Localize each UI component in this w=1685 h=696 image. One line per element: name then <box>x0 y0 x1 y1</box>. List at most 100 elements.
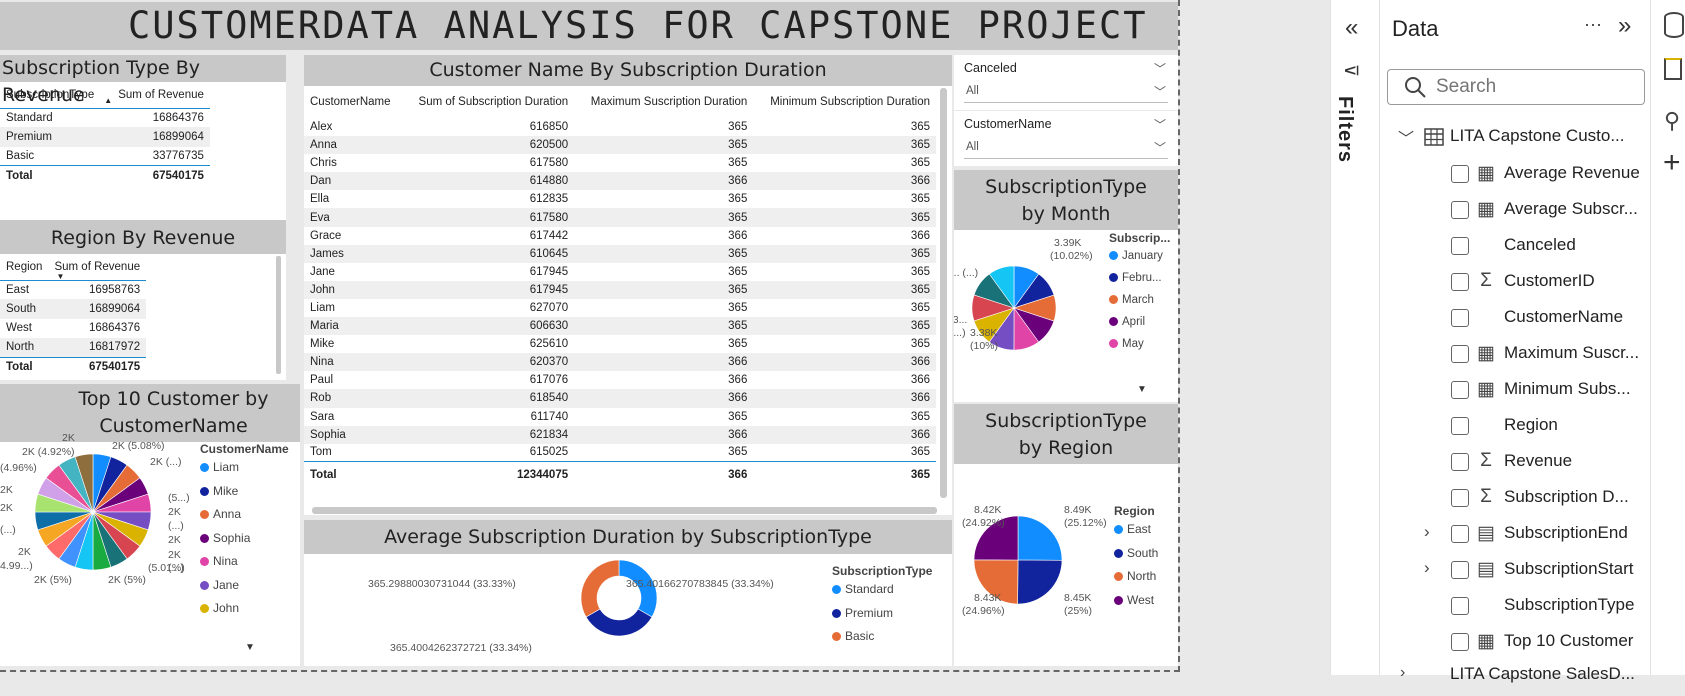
field-subscriptiontype[interactable]: SubscriptionType <box>1380 588 1650 624</box>
search-input[interactable] <box>1436 75 1636 99</box>
chevron-down-icon[interactable]: ﹀ <box>1153 62 1166 76</box>
table-row[interactable]: Mike 625610 365 365 <box>304 335 936 353</box>
table-node[interactable]: › LITA Capstone SalesD... <box>1380 660 1650 696</box>
field-average-subscr[interactable]: ▦ Average Subscr... <box>1380 192 1650 228</box>
legend-item[interactable]: Mike <box>200 480 289 504</box>
data-pane[interactable]: Data ··· » ﹀ LITA Capstone Custo... ▦ Ave… <box>1380 0 1650 683</box>
table-row[interactable]: Maria 606630 365 365 <box>304 317 936 336</box>
field-checkbox[interactable] <box>1451 453 1469 471</box>
chevron-right-icon[interactable]: › <box>1424 522 1430 541</box>
search-box[interactable] <box>1387 69 1645 105</box>
legend-item[interactable]: Nina <box>200 550 289 574</box>
column-header[interactable]: CustomerName <box>310 96 391 108</box>
canceled-slicer[interactable]: Canceled ﹀ All ﹀ <box>954 55 1178 110</box>
sort-arrow-icon[interactable]: ▼ <box>56 272 65 281</box>
region-revenue-table[interactable]: Region Sum of Revenue ▼ East 16958763 South 16… <box>0 254 147 377</box>
legend-item[interactable]: Febru... <box>1109 267 1170 289</box>
collapse-filters-icon[interactable]: « <box>1345 14 1359 41</box>
expand-pane-icon[interactable]: » <box>1618 12 1632 39</box>
table-row[interactable]: Jane 617945 365 365 <box>304 263 936 281</box>
field-top-10-customer[interactable]: ▦ Top 10 Customer <box>1380 624 1650 660</box>
column-header[interactable]: Sum of Revenue ▲ <box>100 82 210 109</box>
legend-item[interactable]: Basic <box>832 625 932 649</box>
field-checkbox[interactable] <box>1451 237 1469 255</box>
table-row[interactable]: Tom 615025 365 365 <box>304 444 936 462</box>
duration-table-card[interactable]: Customer Name By Subscription Duration C… <box>304 55 952 515</box>
legend-item[interactable]: West <box>1114 589 1158 613</box>
month-pie-card[interactable]: SubscriptionType by Month Subscrip... Ja… <box>954 170 1178 402</box>
table-row[interactable]: Ella 612835 365 365 <box>304 190 936 208</box>
legend-item[interactable]: Anna <box>200 503 289 527</box>
table-row[interactable]: John 617945 365 365 <box>304 280 936 299</box>
table-row[interactable]: Sara 611740 365 365 <box>304 408 936 426</box>
legend-item[interactable]: Standard <box>832 578 932 602</box>
legend-item[interactable]: March <box>1109 289 1170 311</box>
column-header[interactable]: Sum of Subscription Duration <box>418 96 569 108</box>
field-checkbox[interactable] <box>1451 561 1469 579</box>
legend-item[interactable]: Premium <box>832 602 932 626</box>
chevron-right-icon[interactable]: › <box>1424 558 1430 577</box>
field-checkbox[interactable] <box>1451 165 1469 183</box>
table-row[interactable]: Alex 616850 365 365 <box>304 118 936 136</box>
table-row[interactable]: Premium 16899064 <box>0 127 210 147</box>
pie-slice[interactable] <box>74 453 94 513</box>
table-row[interactable]: Chris 617580 365 365 <box>304 154 936 172</box>
field-checkbox[interactable] <box>1451 417 1469 435</box>
top10-pie-chart[interactable] <box>0 442 300 666</box>
legend-item[interactable]: South <box>1114 542 1158 566</box>
horizontal-scrollbar[interactable] <box>312 507 937 514</box>
slicer-dropdown[interactable]: All ﹀ <box>964 79 1168 103</box>
column-header[interactable]: Sum of Revenue ▼ <box>48 254 147 281</box>
chevron-right-icon[interactable]: › <box>1400 664 1406 681</box>
subscription-revenue-table-card[interactable]: Subscription Type By Revenue Subscriptio… <box>0 55 286 220</box>
table-row[interactable]: Sophia 621834 366 366 <box>304 425 936 444</box>
pie-slice[interactable] <box>1017 515 1063 561</box>
field-customerid[interactable]: Σ CustomerID <box>1380 264 1650 300</box>
legend-item[interactable]: Jane <box>200 574 289 598</box>
column-header[interactable]: Maximum Suscription Duration <box>590 96 748 108</box>
legend-item[interactable]: East <box>1114 518 1158 542</box>
table-row[interactable]: Standard 16864376 <box>0 108 210 127</box>
field-average-revenue[interactable]: ▦ Average Revenue <box>1380 156 1650 192</box>
chevron-down-icon[interactable]: ﹀ <box>1153 118 1166 132</box>
legend-item[interactable]: January <box>1109 245 1170 267</box>
filters-pane[interactable]: « ⊽ Filters <box>1330 0 1380 675</box>
field-customername[interactable]: CustomerName <box>1380 300 1650 336</box>
legend-item[interactable]: May <box>1109 333 1170 355</box>
table-row[interactable]: South 16899064 <box>0 299 147 319</box>
table-node[interactable]: ﹀ LITA Capstone Custo... <box>1380 119 1650 155</box>
table-row[interactable]: Grace 617442 366 366 <box>304 227 936 245</box>
filters-label[interactable]: Filters <box>1334 96 1356 164</box>
table-row[interactable]: Rob 618540 366 366 <box>304 389 936 408</box>
table-row[interactable]: East 16958763 <box>0 280 146 299</box>
table-row[interactable]: Eva 617580 365 365 <box>304 208 936 227</box>
column-header[interactable]: Region <box>0 254 49 281</box>
table-row[interactable]: Nina 620370 366 366 <box>304 353 936 372</box>
chevron-down-icon[interactable]: ﹀ <box>1398 131 1415 148</box>
field-revenue[interactable]: Σ Revenue <box>1380 444 1650 480</box>
legend-item[interactable]: John <box>200 597 289 621</box>
table-row[interactable]: West 16864376 <box>0 319 146 338</box>
pie-slice[interactable] <box>973 559 1019 605</box>
pie-slice[interactable] <box>1017 559 1063 605</box>
field-subscriptionend[interactable]: › ▤ SubscriptionEnd <box>1380 516 1650 552</box>
format-icon[interactable] <box>1664 58 1682 80</box>
region-pie-card[interactable]: SubscriptionType by Region Region East So… <box>954 404 1178 666</box>
column-header[interactable]: Minimum Subscription Duration <box>770 96 930 108</box>
top10-customer-pie-card[interactable]: Top 10 Customer by CustomerName Customer… <box>0 384 300 666</box>
month-pie-chart[interactable] <box>954 230 1178 402</box>
field-checkbox[interactable] <box>1451 633 1469 651</box>
field-canceled[interactable]: Canceled <box>1380 228 1650 264</box>
scrollbar[interactable] <box>276 256 281 374</box>
legend-scroll-down-icon[interactable]: ▼ <box>1137 384 1147 395</box>
database-icon[interactable] <box>1664 12 1684 38</box>
slicer-dropdown[interactable]: All ﹀ <box>964 135 1168 159</box>
analytics-icon[interactable]: ⚲ <box>1664 108 1681 133</box>
field-maximum-suscr[interactable]: ▦ Maximum Suscr... <box>1380 336 1650 372</box>
duration-table[interactable]: CustomerName Sum of Subscription Duration… <box>304 86 936 488</box>
field-region[interactable]: Region <box>1380 408 1650 444</box>
field-checkbox[interactable] <box>1451 489 1469 507</box>
field-checkbox[interactable] <box>1451 309 1469 327</box>
region-pie-chart[interactable] <box>954 464 1178 664</box>
legend-item[interactable]: Liam <box>200 456 289 480</box>
